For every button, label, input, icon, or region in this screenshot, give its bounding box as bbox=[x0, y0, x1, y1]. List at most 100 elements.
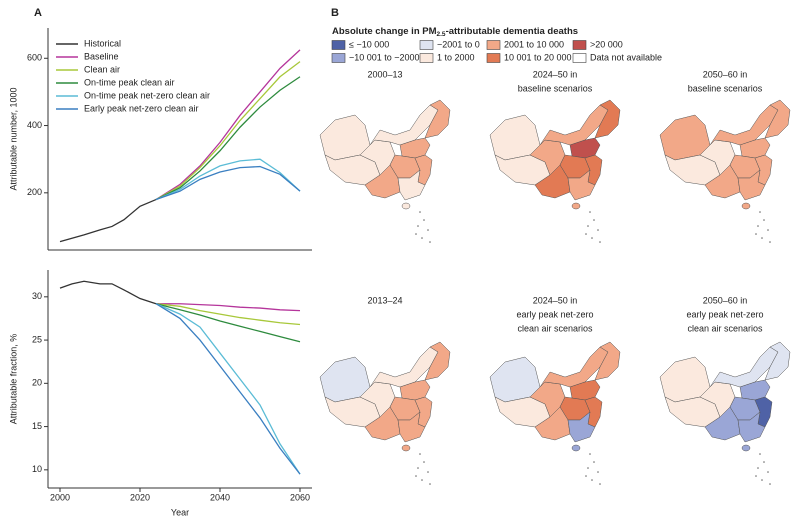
island bbox=[599, 483, 601, 485]
map-title: 2050–60 in bbox=[703, 295, 748, 305]
legend-label: On-time peak net-zero clean air bbox=[84, 90, 210, 100]
island bbox=[585, 475, 587, 477]
island bbox=[597, 471, 599, 473]
legend-label: Data not available bbox=[590, 52, 662, 62]
island bbox=[757, 467, 759, 469]
island bbox=[427, 229, 429, 231]
series-line bbox=[155, 303, 301, 326]
map bbox=[659, 341, 791, 485]
hainan bbox=[741, 202, 751, 210]
island bbox=[589, 453, 591, 455]
legend-swatch bbox=[572, 40, 587, 50]
island bbox=[759, 453, 761, 455]
island bbox=[427, 471, 429, 473]
island bbox=[591, 479, 593, 481]
island bbox=[417, 467, 419, 469]
island bbox=[589, 211, 591, 213]
series-line bbox=[59, 280, 157, 305]
x-tick-label: 2020 bbox=[130, 492, 150, 502]
island bbox=[429, 241, 431, 243]
y-tick-label: 400 bbox=[27, 120, 42, 130]
island bbox=[763, 461, 765, 463]
province bbox=[737, 169, 766, 201]
map-title: baseline scenarios bbox=[688, 83, 763, 93]
legend-swatch bbox=[419, 53, 434, 63]
province bbox=[369, 104, 439, 146]
province bbox=[539, 104, 609, 146]
province bbox=[397, 411, 426, 443]
map bbox=[319, 99, 451, 243]
series-line bbox=[155, 61, 301, 201]
province bbox=[539, 346, 609, 388]
map-title: 2050–60 in bbox=[703, 69, 748, 79]
legend-swatch bbox=[572, 53, 587, 63]
panel-label: B bbox=[331, 7, 339, 19]
island bbox=[423, 461, 425, 463]
island bbox=[423, 219, 425, 221]
island bbox=[755, 233, 757, 235]
map bbox=[659, 99, 791, 243]
legend-label: Clean air bbox=[84, 64, 120, 74]
y-axis-label: Attributable fraction, % bbox=[8, 334, 18, 425]
legend-label: 1 to 2000 bbox=[437, 52, 475, 62]
y-tick-label: 30 bbox=[32, 291, 42, 301]
island bbox=[587, 225, 589, 227]
hainan bbox=[401, 444, 411, 452]
legend-label: 10 001 to 20 000 bbox=[504, 52, 572, 62]
legend-swatch bbox=[486, 40, 501, 50]
x-tick-label: 2060 bbox=[290, 492, 310, 502]
legend-label: −2001 to 0 bbox=[437, 39, 480, 49]
legend-title-part: Absolute change in PM bbox=[332, 26, 437, 37]
series-line bbox=[59, 198, 157, 243]
province bbox=[567, 169, 596, 201]
island bbox=[767, 229, 769, 231]
y-tick-label: 15 bbox=[32, 421, 42, 431]
island bbox=[585, 233, 587, 235]
series-line bbox=[155, 303, 301, 475]
x-tick-label: 2000 bbox=[50, 492, 70, 502]
map-legend-title: Absolute change in PM2.5-attributable de… bbox=[332, 26, 578, 38]
island bbox=[763, 219, 765, 221]
legend-label: −10 001 to −2000 bbox=[349, 52, 420, 62]
province bbox=[397, 169, 426, 201]
legend-label: 2001 to 10 000 bbox=[504, 39, 564, 49]
map-title: 2024–50 in bbox=[533, 295, 578, 305]
island bbox=[769, 241, 771, 243]
province bbox=[594, 99, 621, 139]
province bbox=[424, 99, 451, 139]
island bbox=[421, 479, 423, 481]
island bbox=[757, 225, 759, 227]
province bbox=[764, 99, 791, 139]
series-line bbox=[155, 158, 301, 201]
island bbox=[769, 483, 771, 485]
legend-label: ≤ −10 000 bbox=[349, 39, 389, 49]
hainan bbox=[571, 202, 581, 210]
y-tick-label: 200 bbox=[27, 187, 42, 197]
island bbox=[415, 233, 417, 235]
map-title: baseline scenarios bbox=[518, 83, 593, 93]
map bbox=[319, 341, 451, 485]
province bbox=[594, 341, 621, 381]
y-tick-label: 20 bbox=[32, 378, 42, 388]
island bbox=[417, 225, 419, 227]
series-line bbox=[155, 303, 301, 475]
series-line bbox=[155, 303, 301, 343]
map-title: clean air scenarios bbox=[517, 323, 593, 333]
island bbox=[599, 241, 601, 243]
island bbox=[759, 211, 761, 213]
province bbox=[709, 104, 779, 146]
legend-label: On-time peak clean air bbox=[84, 77, 175, 87]
y-tick-label: 600 bbox=[27, 53, 42, 63]
province bbox=[369, 346, 439, 388]
panel-label: A bbox=[34, 7, 42, 19]
legend-title-part: -attributable dementia deaths bbox=[446, 26, 579, 37]
legend-label: Historical bbox=[84, 38, 121, 48]
legend-swatch bbox=[486, 53, 501, 63]
legend-label: Baseline bbox=[84, 51, 119, 61]
island bbox=[587, 467, 589, 469]
hainan bbox=[401, 202, 411, 210]
series-line bbox=[155, 165, 301, 201]
legend-title-sub: 2.5 bbox=[437, 31, 446, 38]
island bbox=[419, 453, 421, 455]
